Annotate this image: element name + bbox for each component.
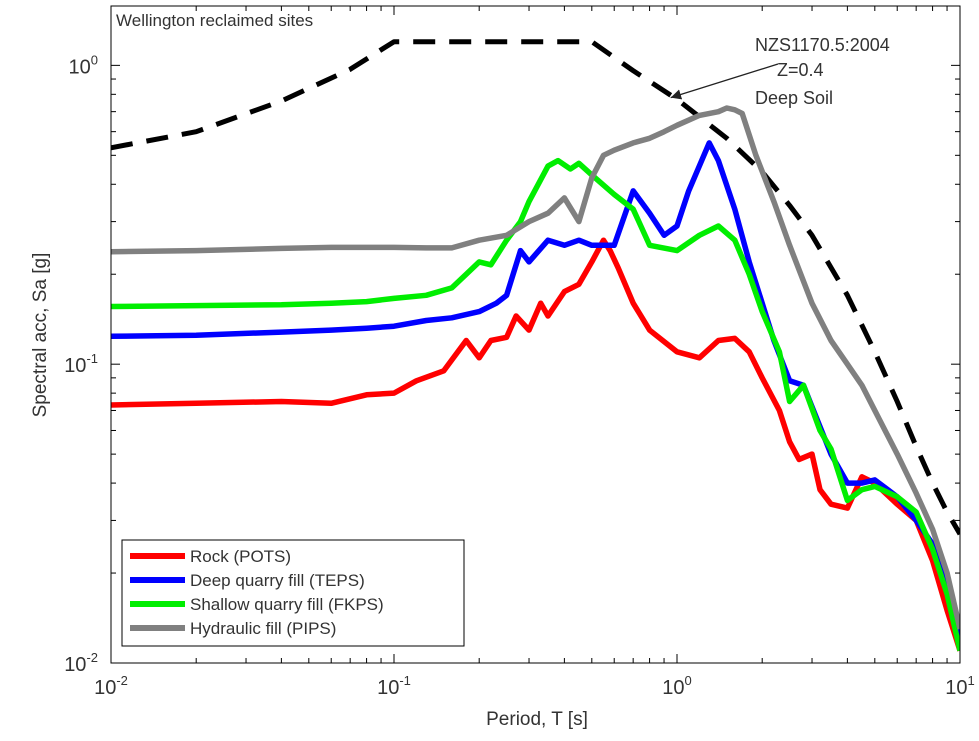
x-tick-exp: -2 <box>116 673 128 688</box>
y-tick-exp: 0 <box>91 52 98 67</box>
y-tick-base: 10 <box>64 654 86 676</box>
y-tick-label-2: 100 <box>69 52 98 78</box>
y-tick-exp: -2 <box>86 650 98 665</box>
x-tick-label-3: 101 <box>945 673 974 699</box>
x-tick-label-0: 10-2 <box>94 673 128 699</box>
annotation-line-3: Deep Soil <box>755 88 833 108</box>
chart-title: Wellington reclaimed sites <box>116 11 313 30</box>
x-tick-base: 10 <box>945 677 967 699</box>
x-tick-base: 10 <box>377 677 399 699</box>
y-tick-exp: -1 <box>86 351 98 366</box>
x-tick-label-1: 10-1 <box>377 673 411 699</box>
annotation-line-1: NZS1170.5:2004 <box>755 35 890 55</box>
legend-label-3: Hydraulic fill (PIPS) <box>190 619 336 638</box>
annotation-line-2: Z=0.4 <box>777 60 824 80</box>
x-tick-exp: 0 <box>685 673 692 688</box>
x-tick-label-2: 100 <box>662 673 691 699</box>
y-tick-base: 10 <box>64 355 86 377</box>
x-axis-label: Period, T [s] <box>486 709 588 730</box>
x-tick-base: 10 <box>94 677 116 699</box>
legend-label-0: Rock (POTS) <box>190 547 291 566</box>
y-tick-base: 10 <box>69 56 91 78</box>
y-axis-label: Spectral acc, Sa [g] <box>30 253 51 418</box>
y-tick-label-0: 10-2 <box>64 650 98 676</box>
x-tick-exp: -1 <box>399 673 411 688</box>
x-tick-exp: 1 <box>968 673 975 688</box>
legend: Rock (POTS) Deep quarry fill (TEPS) Shallo… <box>122 540 464 646</box>
legend-label-2: Shallow quarry fill (FKPS) <box>190 595 384 614</box>
y-tick-label-1: 10-1 <box>64 351 98 377</box>
x-tick-base: 10 <box>662 677 684 699</box>
annotation: NZS1170.5:2004 Z=0.4 Deep Soil <box>671 35 890 108</box>
legend-label-1: Deep quarry fill (TEPS) <box>190 571 365 590</box>
